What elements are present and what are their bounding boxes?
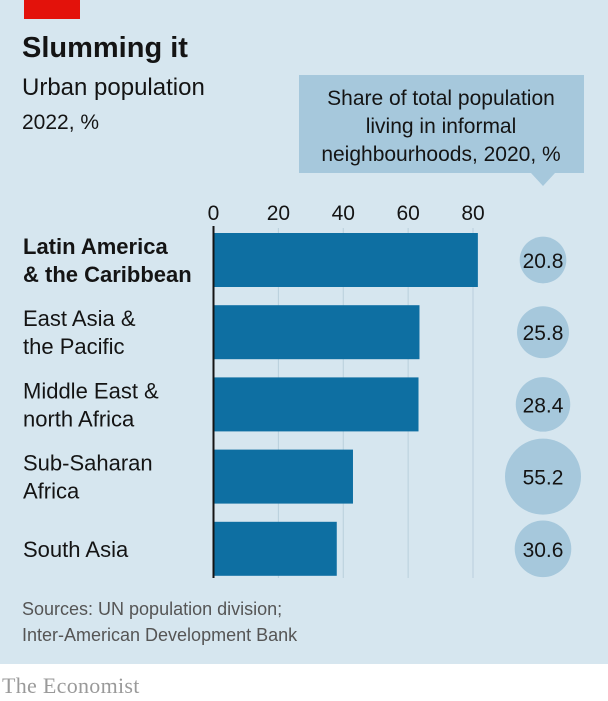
economist-logo: The Economist xyxy=(2,673,140,698)
footer xyxy=(0,664,608,701)
x-tick-label-40: 40 xyxy=(332,202,355,225)
bubble-label-1: 25.8 xyxy=(523,322,564,345)
category-label-3-line-0: Sub-Saharan xyxy=(23,451,153,476)
bubble-legend-callout: Share of total population living in info… xyxy=(299,75,584,186)
category-label-1-line-1: the Pacific xyxy=(23,334,125,359)
callout-pointer xyxy=(531,173,555,186)
category-label-3-line-1: Africa xyxy=(23,479,80,504)
category-label-0-line-1: & the Caribbean xyxy=(23,262,192,287)
bar-3 xyxy=(213,449,353,504)
bubble-label-4: 30.6 xyxy=(523,539,564,562)
x-tick-label-60: 60 xyxy=(396,202,419,225)
bubbles: 20.8 25.8 28.4 55.2 30.6 xyxy=(505,236,581,578)
bar-1 xyxy=(213,305,420,360)
category-label-4-line-0: South Asia xyxy=(23,537,129,562)
bubble-label-3: 55.2 xyxy=(523,467,564,490)
chart-unit: 2022, % xyxy=(22,111,99,134)
category-label-2-line-0: Middle East & xyxy=(23,378,159,403)
bars xyxy=(213,233,478,576)
bar-2 xyxy=(213,377,419,432)
chart-title: Slumming it xyxy=(22,32,188,64)
category-label-1-line-0: East Asia & xyxy=(23,306,136,331)
chart-subtitle: Urban population xyxy=(22,74,205,101)
callout-line-3: neighbourhoods, 2020, % xyxy=(321,143,560,166)
red-accent-tag xyxy=(24,0,80,19)
category-label-0-line-0: Latin America xyxy=(23,234,168,259)
x-tick-label-80: 80 xyxy=(461,202,484,225)
chart-panel: Slumming it Urban population 2022, % Sha… xyxy=(0,0,608,664)
x-tick-label-0: 0 xyxy=(208,202,220,225)
bubble-3 xyxy=(505,438,581,515)
bubble-4 xyxy=(514,520,572,578)
x-axis-ticks: 0 20 40 60 80 xyxy=(208,202,485,578)
source-line-1: Sources: UN population division; xyxy=(22,599,282,619)
bar-0 xyxy=(213,233,478,287)
x-tick-label-20: 20 xyxy=(267,202,290,225)
category-labels: Latin America & the Caribbean East Asia & t… xyxy=(23,234,192,562)
bubble-1 xyxy=(517,306,569,359)
callout-line-1: Share of total population xyxy=(327,87,555,110)
source-line-2: Inter-American Development Bank xyxy=(22,625,298,645)
category-label-2-line-1: north Africa xyxy=(23,406,135,431)
bubble-label-2: 28.4 xyxy=(523,394,564,417)
bar-4 xyxy=(213,521,337,576)
bubble-0 xyxy=(519,236,567,284)
bubble-2 xyxy=(515,377,571,432)
callout-box xyxy=(299,75,584,173)
callout-line-2: living in informal xyxy=(366,115,517,138)
bubble-label-0: 20.8 xyxy=(523,250,564,273)
